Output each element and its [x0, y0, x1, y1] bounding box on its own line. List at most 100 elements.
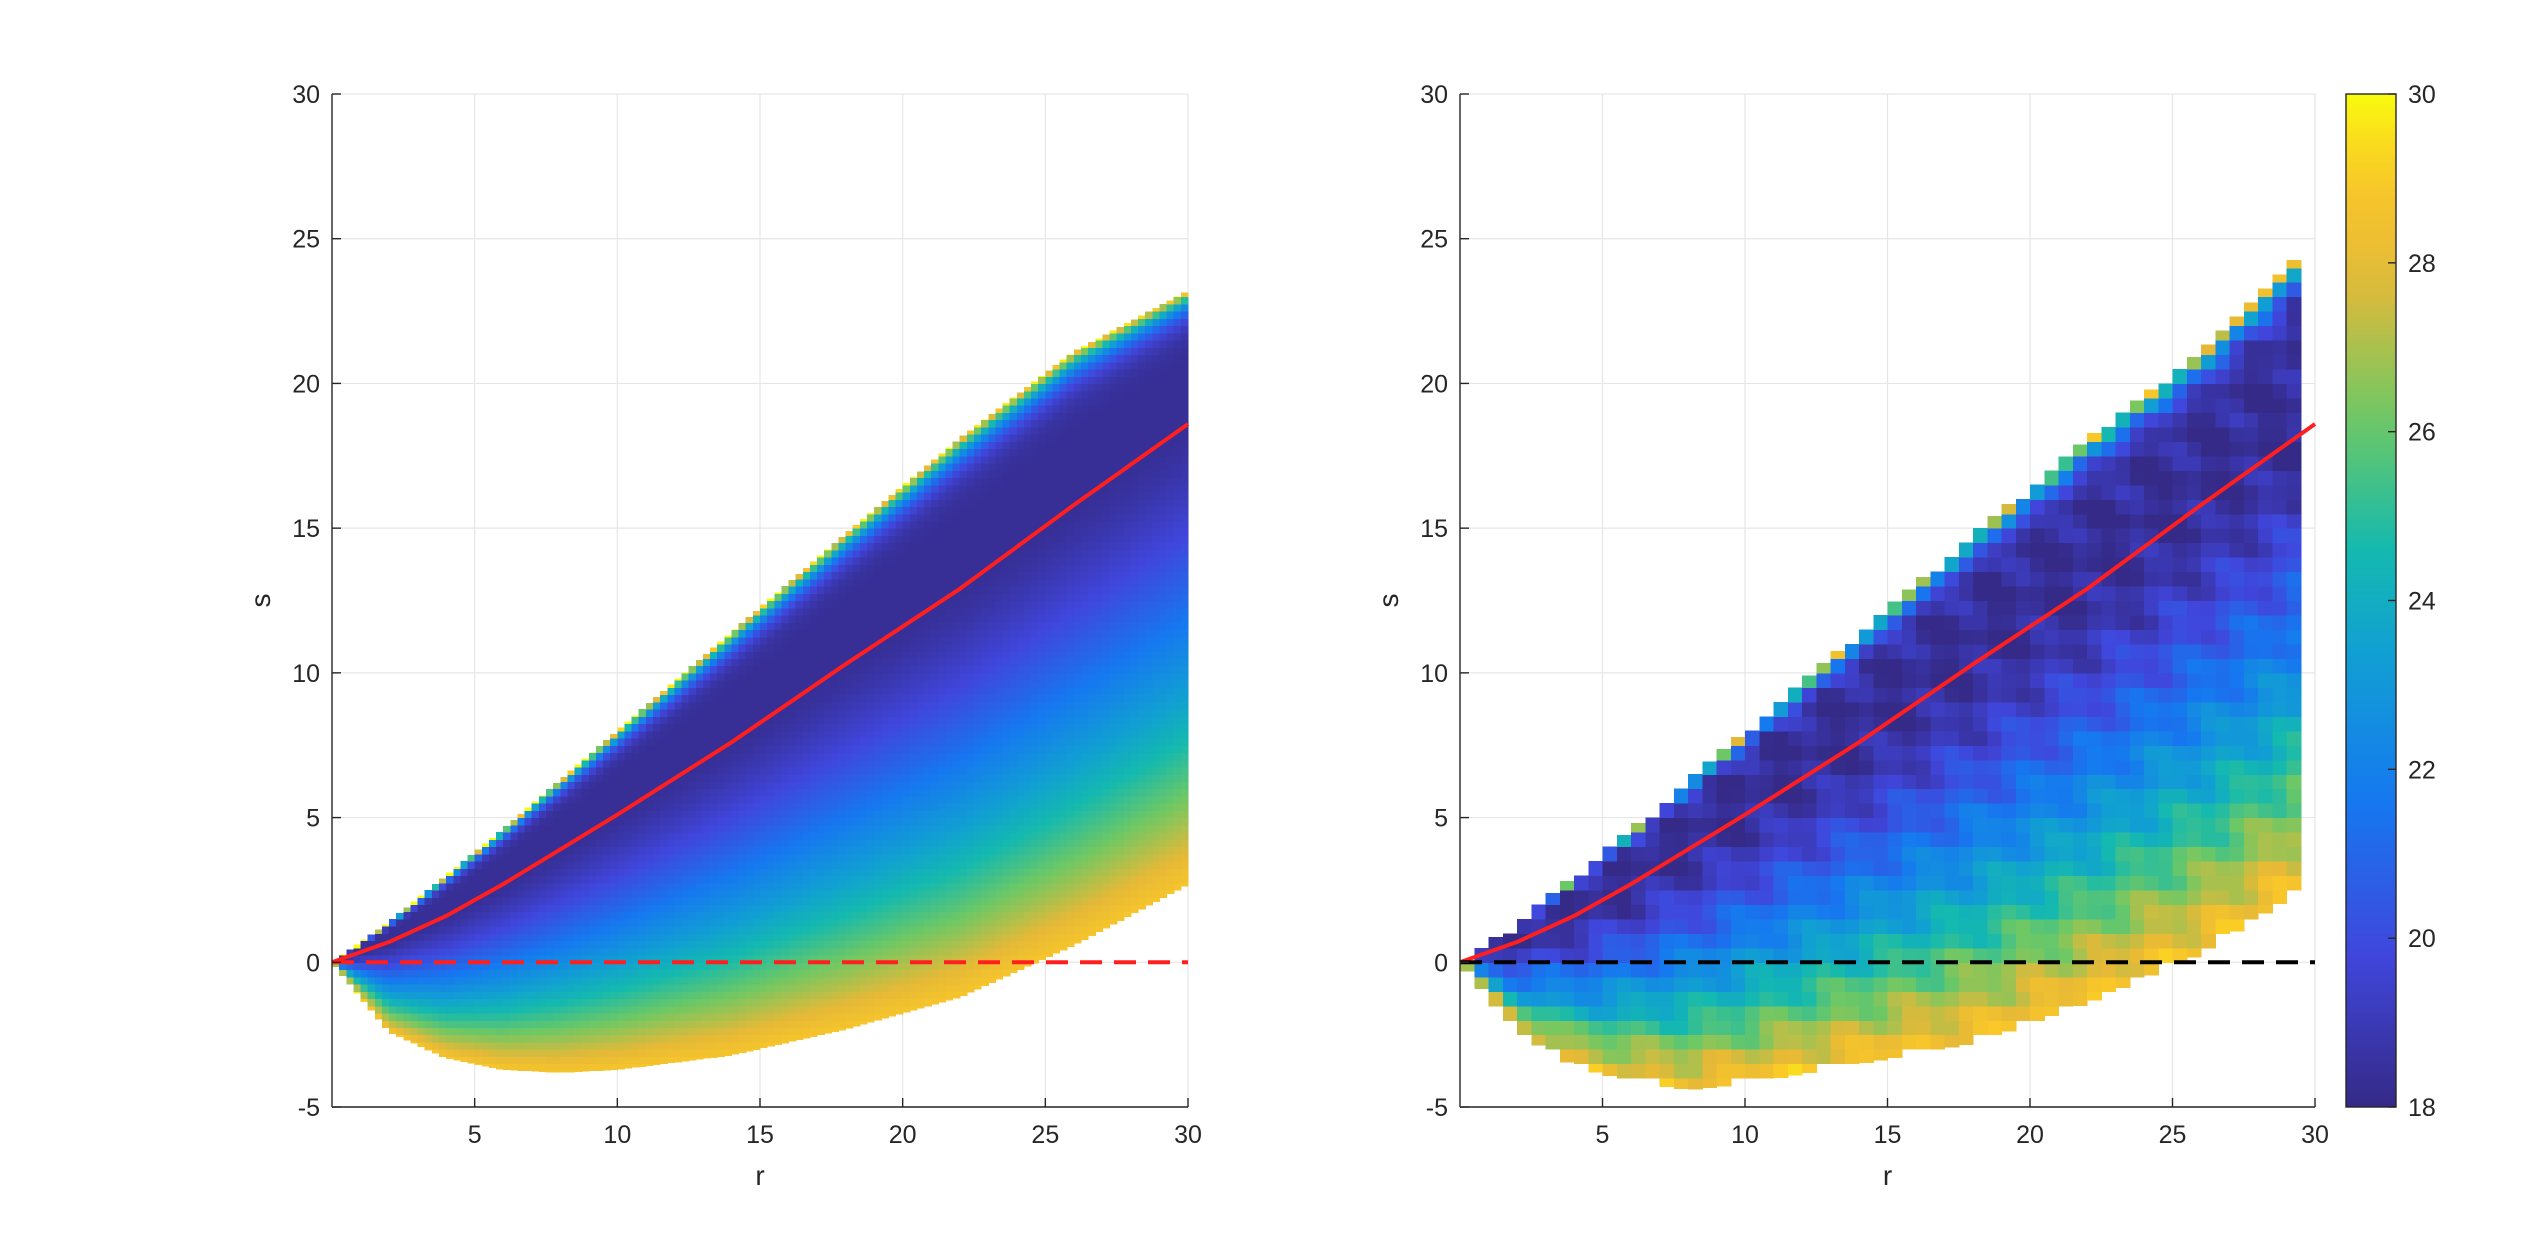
heatmap-cell — [774, 745, 782, 754]
heatmap-cell — [546, 962, 554, 971]
heatmap-cell — [981, 593, 989, 602]
heatmap-cell — [731, 947, 740, 956]
heatmap-cell — [831, 940, 840, 949]
heatmap-cell — [931, 491, 939, 500]
heatmap-cell — [888, 557, 897, 565]
heatmap-cell — [360, 976, 369, 985]
heatmap-cell — [574, 817, 583, 826]
heatmap-cell — [588, 759, 597, 768]
heatmap-cell — [631, 940, 640, 949]
heatmap-cell — [389, 1027, 397, 1034]
heatmap-cell — [695, 1005, 704, 1014]
heatmap-cell — [809, 839, 818, 848]
heatmap-cell — [1016, 513, 1025, 522]
heatmap-cell — [895, 962, 904, 971]
heatmap-cell — [781, 672, 790, 681]
heatmap-cell — [867, 752, 875, 761]
heatmap-cell — [481, 853, 490, 862]
heatmap-cell — [809, 672, 818, 681]
heatmap-cell — [838, 868, 847, 877]
heatmap-cell — [852, 976, 861, 985]
heatmap-cell — [624, 1027, 633, 1036]
heatmap-cell — [560, 1056, 568, 1065]
heatmap-cell — [938, 853, 947, 862]
heatmap-cell — [1009, 904, 1018, 913]
heatmap-cell — [546, 983, 554, 992]
heatmap-cell — [553, 1049, 561, 1057]
heatmap-cell — [653, 889, 661, 898]
heatmap-cell — [902, 483, 911, 486]
heatmap-cell — [845, 651, 854, 659]
heatmap-cell — [731, 766, 740, 775]
heatmap-cell — [1023, 774, 1032, 782]
heatmap-cell — [638, 766, 647, 775]
heatmap-cell — [995, 860, 1004, 869]
heatmap-cell — [724, 694, 733, 703]
heatmap-cell — [524, 839, 533, 848]
heatmap-cell — [845, 795, 854, 804]
heatmap-cell — [988, 636, 996, 645]
heatmap-cell — [909, 586, 918, 594]
heatmap-cell — [488, 853, 497, 862]
heatmap-cell — [667, 781, 675, 790]
heatmap-cell — [881, 614, 889, 623]
heatmap-cell — [752, 1034, 761, 1043]
heatmap-cell — [560, 1034, 568, 1043]
heatmap-cell — [595, 846, 604, 855]
heatmap-cell — [503, 853, 511, 862]
heatmap-cell — [760, 694, 768, 703]
heatmap-cell — [439, 1020, 447, 1029]
heatmap-cell — [667, 918, 675, 927]
heatmap-cell — [603, 1012, 611, 1021]
heatmap-cell — [574, 955, 583, 963]
heatmap-cell — [981, 470, 989, 479]
heatmap-cell — [738, 723, 747, 732]
heatmap-cell — [938, 499, 947, 508]
heatmap-cell — [710, 918, 718, 927]
heatmap-cell — [852, 737, 861, 746]
heatmap-cell — [981, 832, 989, 840]
heatmap-cell — [688, 853, 697, 862]
heatmap-cell — [938, 983, 947, 992]
heatmap-cell — [874, 853, 882, 862]
heatmap-cell — [888, 658, 897, 667]
heatmap-cell — [631, 976, 640, 985]
heatmap-cell — [774, 933, 782, 942]
heatmap-cell — [667, 832, 675, 840]
heatmap-cell — [1009, 759, 1018, 768]
heatmap-cell — [767, 897, 775, 905]
heatmap-cell — [702, 983, 711, 992]
heatmap-cell — [410, 998, 419, 1007]
heatmap-cell — [638, 745, 647, 754]
heatmap-cell — [667, 752, 675, 761]
heatmap-cell — [745, 629, 754, 638]
heatmap-cell — [931, 571, 939, 580]
heatmap-cell — [681, 832, 690, 840]
heatmap-cell — [916, 745, 925, 754]
heatmap-cell — [931, 991, 939, 1000]
heatmap-cell — [852, 969, 861, 978]
heatmap-cell — [588, 976, 597, 985]
heatmap-cell — [517, 1049, 526, 1057]
heatmap-cell — [603, 1041, 611, 1050]
heatmap-cell — [538, 1063, 547, 1072]
heatmap-cell — [938, 549, 947, 558]
heatmap-cell — [938, 622, 947, 631]
heatmap-cell — [981, 716, 989, 725]
heatmap-cell — [488, 882, 497, 891]
heatmap-cell — [959, 600, 968, 609]
heatmap-cell — [1009, 752, 1018, 761]
heatmap-cell — [852, 860, 861, 869]
heatmap-cell — [688, 918, 697, 927]
heatmap-cell — [752, 998, 761, 1007]
heatmap-cell — [838, 759, 847, 768]
heatmap-cell — [852, 643, 861, 652]
heatmap-cell — [831, 911, 840, 920]
heatmap-cell — [981, 817, 989, 826]
heatmap-cell — [617, 788, 626, 797]
heatmap-cell — [1002, 766, 1011, 775]
heatmap-cell — [916, 723, 925, 732]
heatmap-cell — [788, 737, 797, 746]
heatmap-cell — [988, 672, 996, 681]
heatmap-cell — [367, 976, 376, 985]
